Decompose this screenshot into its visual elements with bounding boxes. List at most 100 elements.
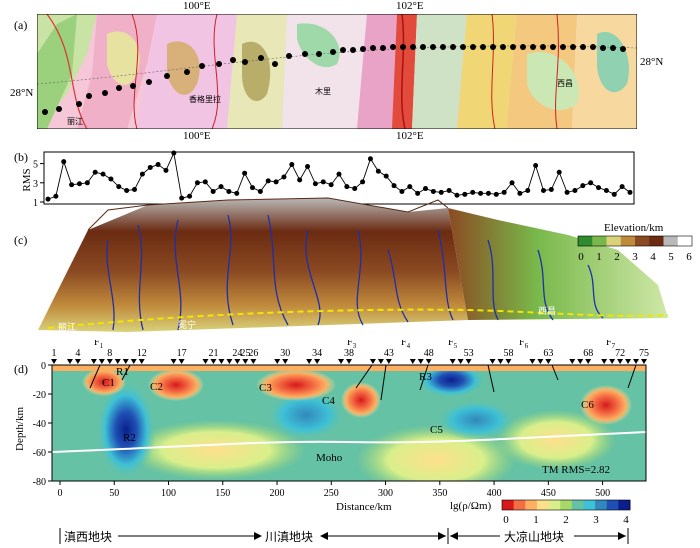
elevation-swatch xyxy=(677,236,693,246)
rms-point xyxy=(501,189,507,195)
rms-point xyxy=(360,179,366,185)
station-label: 72 xyxy=(615,348,625,359)
rms-point xyxy=(226,188,232,194)
rms-point xyxy=(375,168,381,174)
rms-point xyxy=(485,190,491,196)
rms-point xyxy=(171,150,177,156)
station-label: 26 xyxy=(248,348,258,359)
station-marker xyxy=(242,359,249,364)
rms-point xyxy=(155,162,161,168)
rms-point xyxy=(446,187,452,193)
map-place-lijiang: 丽江 xyxy=(67,117,83,126)
station-marker xyxy=(250,359,257,364)
colorbar-tick-label: 4 xyxy=(623,514,629,526)
panel-label-c: (c) xyxy=(14,233,28,247)
panel-label-b: (b) xyxy=(14,150,28,164)
rms-point xyxy=(383,173,389,179)
station-marker xyxy=(369,359,376,364)
rms-point xyxy=(533,163,539,169)
station-marker xyxy=(114,359,121,364)
elevation-tick-label: 6 xyxy=(686,251,692,263)
rms-point xyxy=(312,181,318,187)
rms-point xyxy=(320,179,326,185)
rms-point xyxy=(108,176,114,182)
station-marker xyxy=(306,359,313,364)
colorbar-tick-label: 3 xyxy=(593,514,599,526)
elevation-swatch xyxy=(606,236,622,246)
rms-tick-label: 3 xyxy=(33,179,38,190)
rms-tick-label: 1 xyxy=(33,198,38,208)
station-marker xyxy=(66,359,73,364)
rms-point xyxy=(328,182,334,188)
station-marker xyxy=(633,359,640,364)
station-marker xyxy=(90,359,97,364)
rms-point xyxy=(517,190,523,196)
rms-point xyxy=(179,195,185,201)
depth-tick-label: 0 xyxy=(41,361,46,372)
elevation-swatch xyxy=(592,236,607,246)
rms-point xyxy=(147,164,153,170)
rms-point xyxy=(399,188,405,194)
station-marker xyxy=(346,359,352,364)
colorbar-swatch xyxy=(571,500,584,510)
distance-tick-label: 350 xyxy=(432,488,447,499)
station-label: 53 xyxy=(464,348,474,359)
station-marker xyxy=(585,359,592,364)
elevation-swatch xyxy=(620,236,636,246)
distance-tick-label: 50 xyxy=(109,488,119,499)
anomaly-label: C6 xyxy=(581,399,594,411)
station-label: 48 xyxy=(424,348,434,359)
distance-tick-label: 500 xyxy=(595,488,610,499)
station-marker xyxy=(338,359,345,364)
elevation-tick-label: 2 xyxy=(614,251,620,263)
colorbar-swatch xyxy=(595,500,608,510)
distance-tick-label: 100 xyxy=(161,488,176,499)
moho-label: Moho xyxy=(316,452,343,464)
elevation-tick-label: 5 xyxy=(668,251,674,263)
rms-point xyxy=(391,183,397,189)
station-marker xyxy=(138,359,145,364)
colorbar-tick-label: 1 xyxy=(533,514,539,526)
fault-label: F1 xyxy=(94,340,104,350)
rms-point xyxy=(525,187,531,193)
rms-point xyxy=(69,182,75,188)
rms-point xyxy=(100,171,106,177)
elevation-tick-label: 4 xyxy=(650,251,656,263)
rms-point xyxy=(430,188,436,194)
station-marker xyxy=(51,359,57,364)
anomaly-label: C4 xyxy=(322,395,335,407)
station-label: 25 xyxy=(240,348,250,359)
station-marker xyxy=(385,359,392,364)
elevation-bar-frame xyxy=(577,235,693,247)
panel-label-d: (d) xyxy=(14,362,28,376)
station-marker xyxy=(457,359,464,364)
station-label: 38 xyxy=(344,348,354,359)
anomaly-label: R1 xyxy=(116,366,129,378)
station-marker xyxy=(234,359,241,364)
station-marker xyxy=(489,359,496,364)
rms-point xyxy=(194,180,200,186)
colorbar-swatch xyxy=(618,500,631,510)
colorbar-swatch xyxy=(502,500,515,510)
block-label-daliangshan: 大凉山地块 xyxy=(504,530,565,544)
colorbar-tick-label: 0 xyxy=(503,514,509,526)
depth-tick-label: -40 xyxy=(33,419,46,430)
rms-point xyxy=(242,170,248,176)
rms-chart: RMS 1 3 5 xyxy=(21,150,635,208)
rms-point xyxy=(218,184,224,190)
station-marker xyxy=(314,359,321,364)
colorbar-swatch xyxy=(525,500,538,510)
distance-tick-label: 150 xyxy=(215,488,230,499)
map-place-xianggelila: 香格里拉 xyxy=(189,94,221,104)
station-label: 4 xyxy=(75,348,80,359)
rms-point xyxy=(132,187,138,193)
colorbar-swatch xyxy=(583,500,596,510)
colorbar-swatch xyxy=(536,500,550,510)
distance-tick-label: 450 xyxy=(541,488,556,499)
rms-point xyxy=(163,167,169,173)
rms-point xyxy=(462,191,468,197)
rms-point xyxy=(611,191,617,197)
map-top-lon-1: 100°E xyxy=(183,0,211,12)
rms-point xyxy=(367,156,373,162)
station-label: 34 xyxy=(312,348,322,359)
